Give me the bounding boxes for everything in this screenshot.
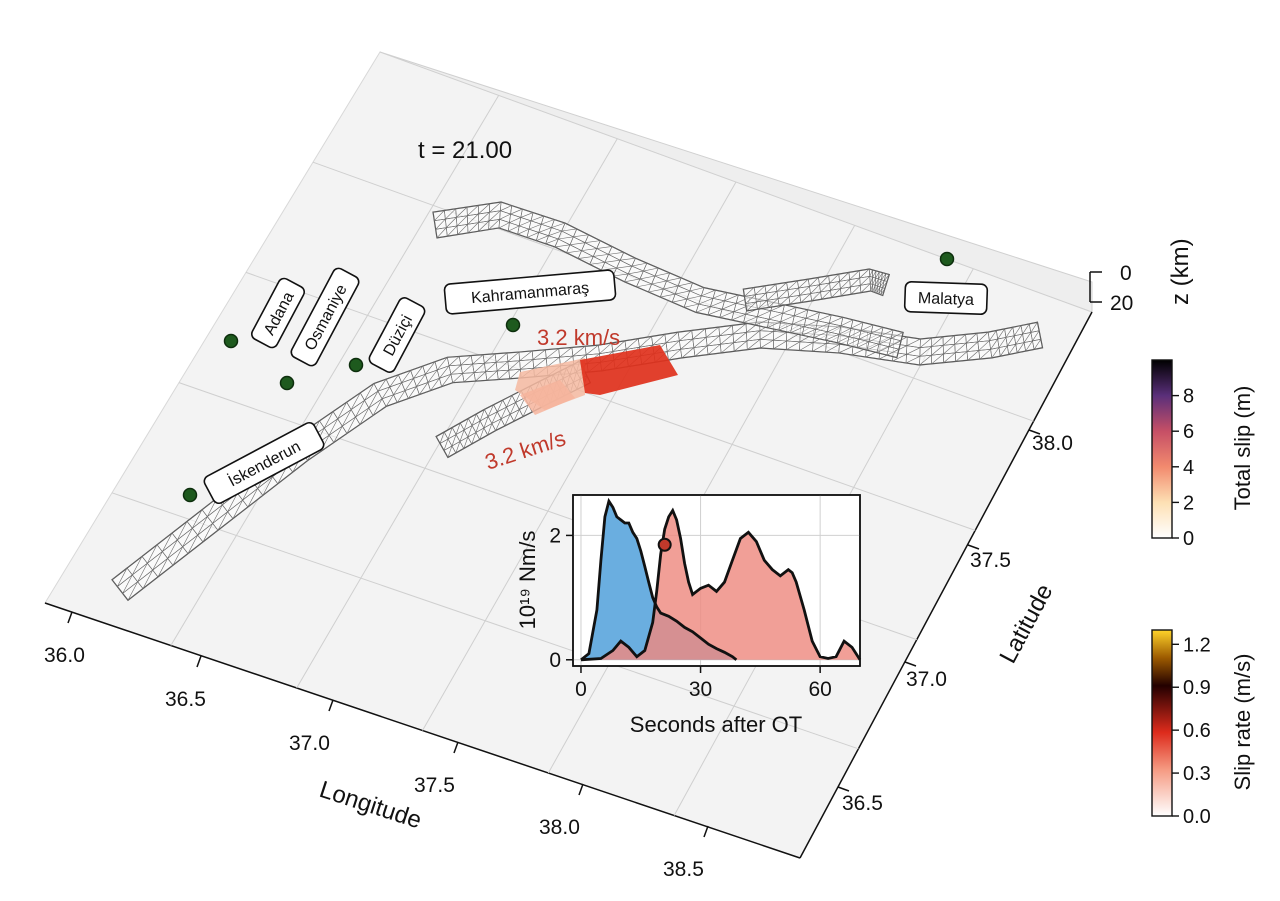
colorbar-tick-label: 6: [1183, 421, 1194, 443]
longitude-tick-label: 36.0: [44, 644, 85, 667]
inset-ytick-label: 0: [549, 649, 561, 672]
station-dot-malatya: [939, 251, 955, 267]
colorbar-total-slip-gradient: [1151, 359, 1173, 539]
colorbar-slip-rate: 0.0 0.3 0.6 0.9 1.2 Slip rate (m/s): [1151, 629, 1255, 828]
latitude-tick-label: 36.5: [842, 792, 883, 815]
city-label-malatya: Malatya: [903, 280, 989, 316]
inset-frame: [572, 494, 861, 667]
longitude-tick: [453, 741, 459, 754]
longitude-tick: [196, 655, 202, 668]
colorbar-tick-label: 4: [1183, 457, 1194, 479]
inset-xtick-label: 30: [689, 678, 712, 701]
station-dot-kahramanmaras: [505, 317, 521, 333]
city-label-kahramanmaras: Kahramanmaraş: [443, 269, 617, 315]
station-dot-adana: [223, 333, 239, 349]
series-red-line: [580, 507, 862, 662]
latitude-tick-label: 37.0: [906, 668, 947, 691]
inset-xlabel: Seconds after OT: [630, 712, 802, 737]
rupture-front-strong: [580, 345, 678, 395]
inset-xtick-label: 0: [575, 678, 587, 701]
colorbar-tick-label: 1.2: [1183, 634, 1211, 656]
grid-line: [170, 95, 500, 646]
inset-ytick-label: 2: [549, 524, 561, 547]
latitude-tick-label: 37.5: [970, 549, 1011, 572]
colorbar-tick-label: 0.6: [1183, 720, 1211, 742]
longitude-tick: [67, 611, 73, 624]
rupture-patch: [515, 345, 678, 415]
latitude-tick-label: 38.0: [1032, 432, 1073, 455]
colorbar-tick-label: 0.3: [1183, 763, 1211, 785]
z-tick-label: 20: [1110, 292, 1133, 315]
longitude-tick: [328, 699, 334, 712]
longitude-tick-label: 36.5: [165, 688, 206, 711]
longitude-tick: [578, 783, 584, 796]
colorbar-tick-label: 0: [1183, 528, 1194, 550]
longitude-tick: [703, 825, 709, 838]
current-time-marker: [657, 537, 672, 552]
series-red-area: [581, 510, 860, 660]
moment-rate-inset: 0 30 60 0 2 Seconds after OT 10¹⁹ Nm/s: [515, 494, 862, 737]
colorbar-slip-rate-gradient: [1151, 629, 1173, 817]
grid-line: [422, 181, 737, 731]
inset-ticks: 0 30 60 0 2: [549, 524, 832, 701]
inset-xtick-label: 60: [808, 678, 831, 701]
rupture-velocity-label-1: 3.2 km/s: [537, 325, 620, 350]
latitude-axis-label: Latitude: [994, 580, 1058, 668]
colorbar-total-slip: 0 2 4 6 8 Total slip (m): [1151, 359, 1255, 550]
z-tick-label: 0: [1120, 262, 1132, 285]
longitude-tick-label: 38.5: [663, 858, 704, 881]
stations: [182, 251, 955, 503]
longitude-tick-label: 37.5: [414, 774, 455, 797]
svg-text:Malatya: Malatya: [918, 290, 975, 309]
fault-mesh-north: [432, 201, 904, 359]
latitude-tick: [837, 786, 850, 792]
z-axis-label: z (km): [1167, 238, 1194, 305]
latitude-tick: [967, 544, 980, 550]
z-axis: 0 20 z (km): [1089, 238, 1194, 315]
inset-ylabel: 10¹⁹ Nm/s: [515, 531, 540, 630]
longitude-tick-label: 38.0: [539, 816, 580, 839]
longitude-axis-label: Longitude: [316, 776, 425, 834]
grid-line: [245, 271, 976, 531]
colorbar-tick-label: 0.0: [1183, 806, 1211, 828]
station-dot-duzici: [348, 357, 364, 373]
grid-line: [111, 492, 859, 750]
floor-edge-right: [799, 311, 1093, 859]
longitude-tick-label: 37.0: [289, 732, 330, 755]
fault-mesh-east: [742, 268, 891, 312]
latitude-tick: [904, 661, 917, 667]
colorbar-slip-rate-label: Slip rate (m/s): [1230, 654, 1255, 791]
station-dot-osmaniye: [279, 375, 295, 391]
rupture-front-branch: [520, 380, 575, 415]
station-dot-iskenderun: [182, 487, 198, 503]
colorbar-tick-label: 8: [1183, 386, 1194, 408]
time-label: t = 21.00: [418, 137, 512, 164]
latitude-tick: [1028, 429, 1041, 435]
colorbar-tick-label: 0.9: [1183, 677, 1211, 699]
colorbar-total-slip-label: Total slip (m): [1230, 386, 1255, 511]
series-blue-area: [581, 501, 737, 660]
colorbar-tick-label: 2: [1183, 492, 1194, 514]
series-blue-line: [580, 497, 738, 661]
